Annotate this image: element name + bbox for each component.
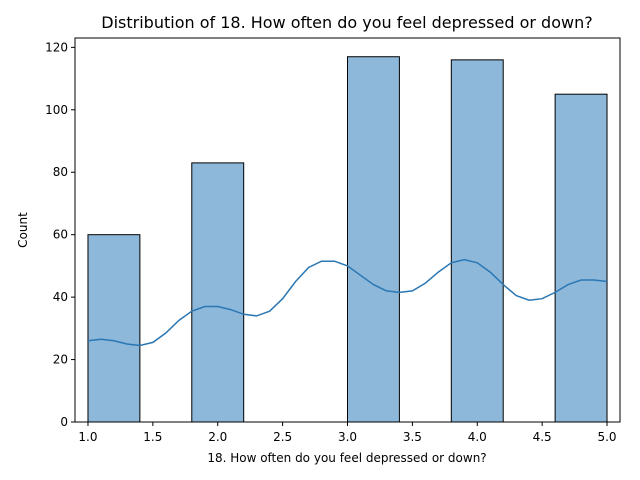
y-tick-label: 100 xyxy=(45,103,68,117)
x-axis-ticks: 1.0 1.5 2.0 2.5 3.0 3.5 4.0 4.5 5.0 xyxy=(78,422,617,444)
histogram-bar xyxy=(87,234,141,423)
x-tick-label: 4.5 xyxy=(533,430,552,444)
x-tick-label: 5.0 xyxy=(597,430,616,444)
x-tick-label: 3.0 xyxy=(338,430,357,444)
y-axis-label: Count xyxy=(16,212,30,248)
x-tick-label: 2.5 xyxy=(273,430,292,444)
y-tick-label: 60 xyxy=(53,228,68,242)
y-tick-label: 40 xyxy=(53,290,68,304)
x-axis-label: 18. How often do you feel depressed or d… xyxy=(207,451,486,465)
y-tick-label: 120 xyxy=(45,40,68,54)
chart-title: Distribution of 18. How often do you fee… xyxy=(101,13,592,32)
x-tick-label: 4.0 xyxy=(468,430,487,444)
x-tick-label: 3.5 xyxy=(403,430,422,444)
x-tick-label: 2.0 xyxy=(208,430,227,444)
y-tick-label: 0 xyxy=(60,415,68,429)
y-tick-label: 20 xyxy=(53,353,68,367)
y-axis-ticks: 0 20 40 60 80 100 120 xyxy=(45,40,75,429)
bars-group xyxy=(87,56,608,423)
y-tick-label: 80 xyxy=(53,165,68,179)
histogram-bar xyxy=(347,56,400,423)
histogram-bar xyxy=(450,59,504,423)
histogram-bar xyxy=(554,93,608,423)
histogram-bar xyxy=(191,162,245,423)
x-tick-label: 1.0 xyxy=(78,430,97,444)
x-tick-label: 1.5 xyxy=(143,430,162,444)
kde-line xyxy=(87,258,608,347)
